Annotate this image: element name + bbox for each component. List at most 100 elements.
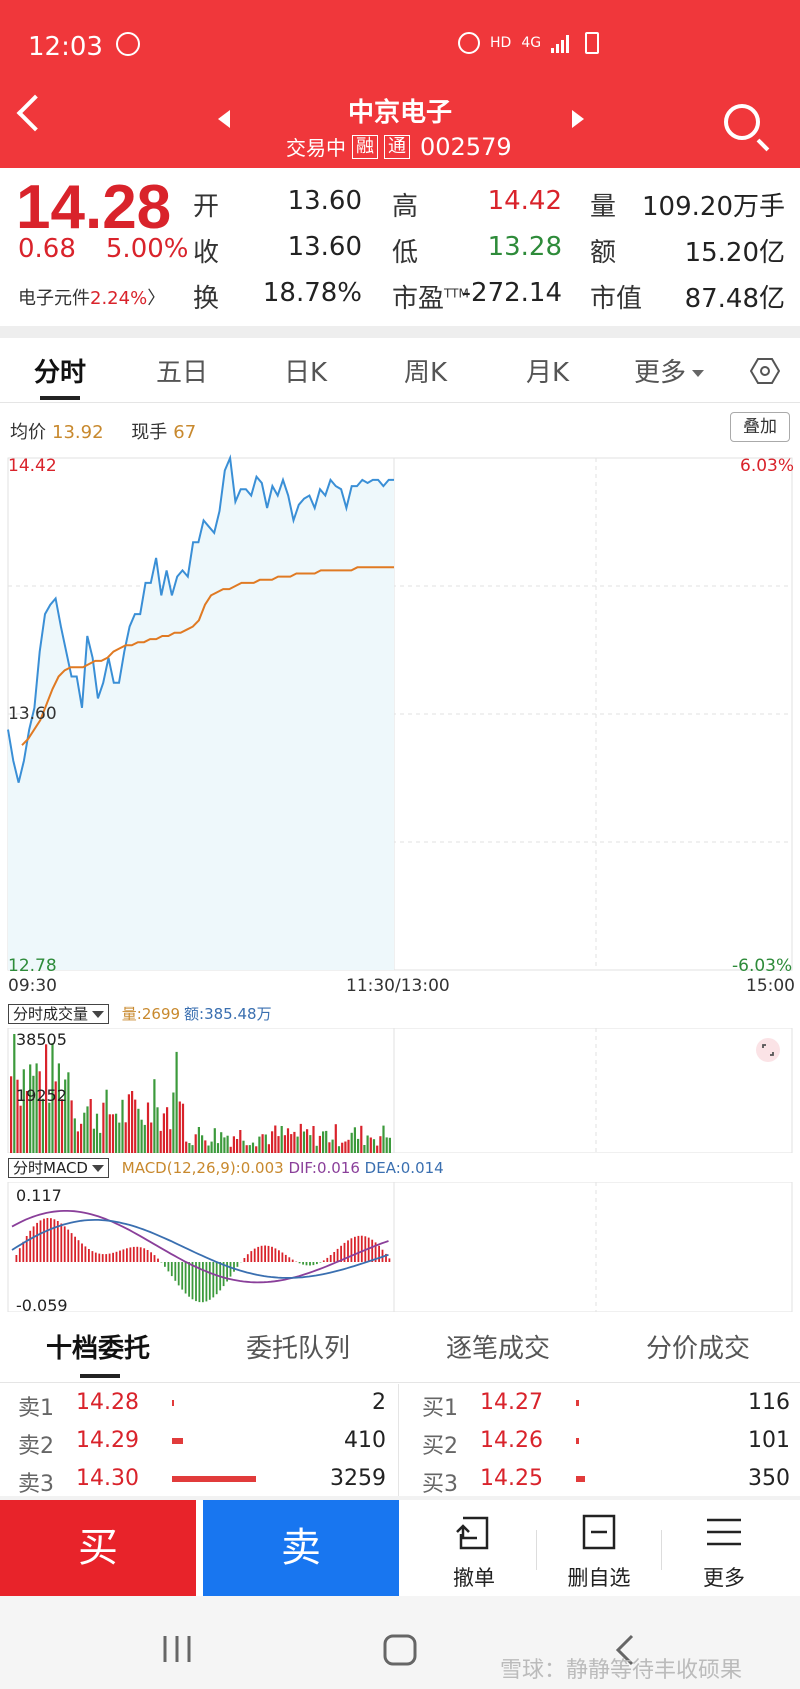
volume-bar bbox=[13, 1034, 16, 1153]
tab-daily-k[interactable]: 日K bbox=[284, 358, 328, 388]
tab-intraday[interactable]: 分时 bbox=[34, 358, 87, 388]
alarm-icon bbox=[458, 32, 480, 54]
volume-bar bbox=[172, 1092, 175, 1153]
volume-bar bbox=[366, 1135, 369, 1153]
volume-bar bbox=[239, 1130, 242, 1153]
pct-top-label: 6.03% bbox=[740, 456, 795, 476]
recent-apps-icon[interactable] bbox=[160, 1634, 194, 1664]
price-chart[interactable] bbox=[0, 450, 800, 1010]
tab-weekly-k[interactable]: 周K bbox=[404, 358, 448, 388]
macd-bar bbox=[150, 1252, 152, 1262]
macd-bar bbox=[246, 1254, 249, 1262]
overlay-button[interactable]: 叠加 bbox=[730, 412, 790, 442]
macd-bar bbox=[260, 1245, 263, 1262]
macd-chart[interactable] bbox=[0, 1182, 800, 1312]
remove-watchlist-button[interactable]: 删自选 bbox=[539, 1510, 659, 1592]
macd-bar bbox=[336, 1248, 339, 1262]
tab-order-queue[interactable]: 委托队列 bbox=[246, 1334, 351, 1364]
volume-bar bbox=[57, 1063, 60, 1153]
volume-bar bbox=[143, 1124, 146, 1153]
volume-value: 109.20万手 bbox=[642, 192, 785, 222]
buy-row-3[interactable]: 买3 14.25 350 bbox=[404, 1462, 800, 1497]
macd-bar bbox=[153, 1255, 156, 1262]
volume-bar bbox=[382, 1125, 385, 1153]
sell-row-3[interactable]: 卖3 14.30 3259 bbox=[0, 1462, 396, 1497]
volume-chart[interactable] bbox=[0, 1028, 800, 1153]
search-icon[interactable] bbox=[724, 104, 760, 140]
status-time: 12:03 bbox=[28, 32, 103, 62]
chart-tabs: 分时 五日 日K 周K 月K 更多 bbox=[0, 338, 800, 400]
back-icon[interactable] bbox=[614, 1634, 636, 1666]
open-value: 13.60 bbox=[287, 186, 362, 216]
macd-bar bbox=[319, 1262, 322, 1263]
macd-bar bbox=[347, 1240, 349, 1262]
volume-bar bbox=[131, 1091, 134, 1153]
macd-bar bbox=[146, 1250, 149, 1262]
hand-value: 67 bbox=[173, 422, 197, 443]
cancel-order-button[interactable]: 撤单 bbox=[414, 1510, 534, 1592]
macd-bar bbox=[132, 1246, 135, 1262]
high-value: 14.42 bbox=[487, 186, 562, 216]
macd-bar bbox=[67, 1229, 70, 1262]
macd-bar bbox=[177, 1262, 180, 1286]
volume-bar bbox=[229, 1146, 232, 1153]
macd-bar bbox=[129, 1247, 132, 1262]
sell-volume: 3259 bbox=[330, 1466, 386, 1491]
macd-dropdown[interactable]: 分时MACD bbox=[8, 1158, 109, 1178]
tab-tick-trades[interactable]: 逐笔成交 bbox=[446, 1334, 551, 1364]
chart-frame bbox=[7, 1028, 793, 1153]
tab-more[interactable]: 更多 bbox=[634, 352, 705, 389]
macd-bar bbox=[354, 1236, 356, 1262]
macd-bar bbox=[316, 1262, 318, 1265]
tab-monthly-k[interactable]: 月K bbox=[526, 358, 570, 388]
volume-dropdown[interactable]: 分时成交量 bbox=[8, 1004, 110, 1024]
sell-button[interactable]: 卖 bbox=[203, 1500, 399, 1596]
tab-five-day[interactable]: 五日 bbox=[156, 358, 209, 388]
more-actions-label: 更多 bbox=[703, 1566, 745, 1590]
volume-bar bbox=[296, 1136, 299, 1153]
high-label: 高 bbox=[392, 192, 419, 222]
volume-bar bbox=[369, 1137, 372, 1153]
macd-bar bbox=[374, 1242, 377, 1262]
volume-bar bbox=[216, 1143, 220, 1153]
sell-row-1[interactable]: 卖1 14.28 2 bbox=[0, 1386, 396, 1421]
macd-bar bbox=[174, 1262, 177, 1281]
macd-bar bbox=[105, 1254, 108, 1262]
volume-bar bbox=[376, 1145, 379, 1153]
home-icon[interactable] bbox=[382, 1634, 418, 1666]
buy-volume-bar bbox=[576, 1400, 580, 1406]
tab-price-trades[interactable]: 分价成交 bbox=[646, 1334, 751, 1364]
sector-link[interactable]: 电子元件2.24%〉 bbox=[18, 284, 165, 310]
volume-bar bbox=[124, 1122, 127, 1153]
buy-button[interactable]: 买 bbox=[0, 1500, 196, 1596]
hd-label: HD bbox=[490, 35, 512, 51]
buy-price: 14.27 bbox=[480, 1390, 543, 1415]
sell-row-2[interactable]: 卖2 14.29 410 bbox=[0, 1424, 396, 1459]
settings-hex-icon[interactable] bbox=[750, 358, 780, 384]
volume-bar bbox=[306, 1129, 309, 1153]
volume-bar bbox=[150, 1122, 153, 1153]
volume-bar bbox=[146, 1102, 150, 1153]
sector-arrow-icon: 〉 bbox=[147, 288, 166, 309]
amount-value: 15.20亿 bbox=[684, 238, 785, 268]
prev-stock-icon[interactable] bbox=[218, 110, 230, 128]
macd-bar bbox=[195, 1262, 197, 1302]
volume-bar bbox=[353, 1127, 356, 1153]
volume-bar bbox=[181, 1103, 185, 1153]
macd-bar bbox=[36, 1222, 38, 1262]
volume-bar bbox=[156, 1107, 159, 1153]
volume-bar bbox=[210, 1141, 213, 1153]
volume-bar bbox=[191, 1145, 194, 1153]
macd-dif-line bbox=[11, 1210, 389, 1284]
pe-ttm: TTM bbox=[444, 286, 469, 301]
buy-row-2[interactable]: 买2 14.26 101 bbox=[404, 1424, 800, 1459]
tab-ten-level[interactable]: 十档委托 bbox=[46, 1334, 151, 1364]
more-actions-button[interactable]: 更多 bbox=[664, 1510, 784, 1592]
buy-row-1[interactable]: 买1 14.27 116 bbox=[404, 1386, 800, 1421]
next-stock-icon[interactable] bbox=[572, 110, 584, 128]
macd-bar bbox=[91, 1251, 94, 1262]
macd-bar bbox=[212, 1262, 215, 1298]
turnover-value: 18.78% bbox=[262, 278, 362, 308]
expand-icon[interactable] bbox=[756, 1038, 780, 1062]
divider bbox=[0, 402, 800, 403]
